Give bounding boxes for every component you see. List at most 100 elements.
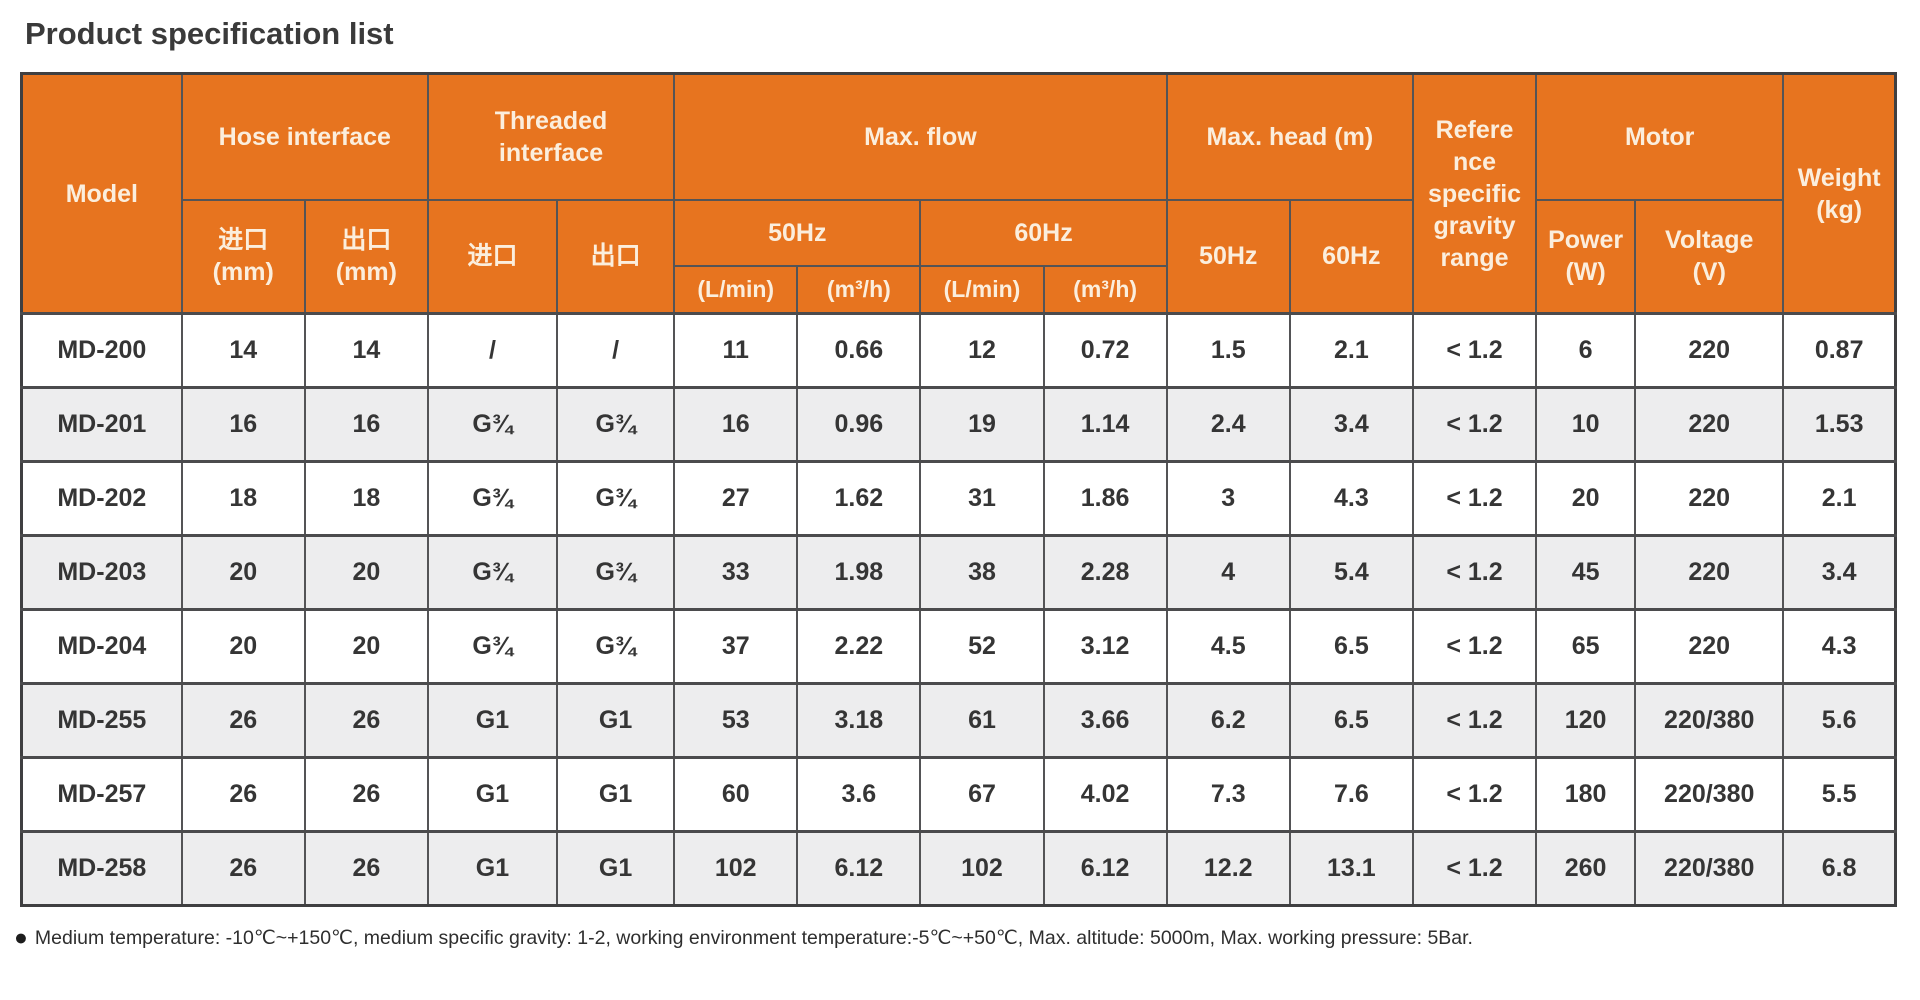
cell-gravity: < 1.2 (1411, 608, 1538, 685)
cell-model: MD-200 (20, 312, 183, 389)
cell-flow50-m3h: 1.98 (796, 534, 922, 611)
cell-head60: 3.4 (1288, 386, 1414, 463)
cell-flow50-lmin: 102 (673, 830, 799, 907)
cell-flow50-lmin: 37 (673, 608, 799, 685)
cell-head50: 7.3 (1165, 756, 1291, 833)
cell-thread-out: G1 (556, 682, 676, 759)
cell-thread-out: G1 (556, 756, 676, 833)
cell-model: MD-258 (20, 830, 183, 907)
cell-hose-in: 14 (180, 312, 306, 389)
cell-flow60-m3h: 2.28 (1042, 534, 1168, 611)
cell-gravity: < 1.2 (1411, 534, 1538, 611)
header-row-1: Model Hose interface Threaded interface … (20, 72, 1897, 315)
cell-head50: 12.2 (1165, 830, 1291, 907)
col-header-unit-lmin-60: (L/min) (919, 264, 1045, 315)
cell-flow50-m3h: 6.12 (796, 830, 922, 907)
cell-flow60-lmin: 67 (919, 756, 1045, 833)
table-row: MD-201 16 16 G¾ G¾ 16 0.96 19 1.14 2.4 3… (20, 386, 1897, 463)
cell-power: 6 (1535, 312, 1637, 389)
cell-head50: 6.2 (1165, 682, 1291, 759)
cell-voltage: 220 (1634, 460, 1785, 537)
cell-thread-out: / (556, 312, 676, 389)
footnote: ● Medium temperature: -10℃~+150℃, medium … (14, 924, 1904, 951)
table-row: MD-204 20 20 G¾ G¾ 37 2.22 52 3.12 4.5 6… (20, 608, 1897, 685)
col-header-unit-m3h-50: (m³/h) (796, 264, 922, 315)
cell-weight: 6.8 (1782, 830, 1897, 907)
cell-thread-in: G¾ (426, 460, 559, 537)
cell-flow60-m3h: 1.86 (1042, 460, 1168, 537)
cell-weight: 2.1 (1782, 460, 1897, 537)
cell-power: 20 (1535, 460, 1637, 537)
cell-power: 10 (1535, 386, 1637, 463)
col-header-max-head: Max. head (m) (1165, 72, 1414, 201)
cell-flow60-lmin: 61 (919, 682, 1045, 759)
cell-flow50-lmin: 11 (673, 312, 799, 389)
cell-flow60-m3h: 0.72 (1042, 312, 1168, 389)
cell-power: 65 (1535, 608, 1637, 685)
cell-flow60-m3h: 4.02 (1042, 756, 1168, 833)
cell-head60: 7.6 (1288, 756, 1414, 833)
cell-hose-out: 14 (303, 312, 429, 389)
cell-voltage: 220 (1634, 608, 1785, 685)
cell-hose-in: 18 (180, 460, 306, 537)
cell-hose-out: 20 (303, 608, 429, 685)
cell-power: 180 (1535, 756, 1637, 833)
cell-thread-out: G1 (556, 830, 676, 907)
cell-flow60-lmin: 38 (919, 534, 1045, 611)
cell-flow60-lmin: 52 (919, 608, 1045, 685)
cell-thread-out: G¾ (556, 460, 676, 537)
cell-flow60-m3h: 1.14 (1042, 386, 1168, 463)
cell-thread-in: G1 (426, 756, 559, 833)
cell-voltage: 220 (1634, 386, 1785, 463)
cell-thread-out: G¾ (556, 386, 676, 463)
cell-gravity: < 1.2 (1411, 830, 1538, 907)
cell-hose-in: 16 (180, 386, 306, 463)
cell-power: 260 (1535, 830, 1637, 907)
cell-flow60-lmin: 19 (919, 386, 1045, 463)
table-row: MD-255 26 26 G1 G1 53 3.18 61 3.66 6.2 6… (20, 682, 1897, 759)
col-header-hose-interface: Hose interface (180, 72, 429, 201)
cell-voltage: 220/380 (1634, 830, 1785, 907)
cell-weight: 5.6 (1782, 682, 1897, 759)
cell-voltage: 220 (1634, 534, 1785, 611)
cell-gravity: < 1.2 (1411, 460, 1538, 537)
cell-flow50-lmin: 16 (673, 386, 799, 463)
cell-model: MD-255 (20, 682, 183, 759)
col-header-voltage: Voltage (V) (1634, 198, 1785, 315)
cell-thread-in: / (426, 312, 559, 389)
cell-flow50-m3h: 3.18 (796, 682, 922, 759)
cell-weight: 5.5 (1782, 756, 1897, 833)
col-header-hose-outlet: 出口 (mm) (303, 198, 429, 315)
col-header-weight: Weight (kg) (1782, 72, 1897, 315)
col-header-unit-m3h-60: (m³/h) (1042, 264, 1168, 315)
cell-thread-in: G¾ (426, 534, 559, 611)
cell-flow50-m3h: 3.6 (796, 756, 922, 833)
cell-head60: 13.1 (1288, 830, 1414, 907)
col-header-flow-50hz: 50Hz (673, 198, 922, 267)
cell-model: MD-201 (20, 386, 183, 463)
cell-hose-out: 26 (303, 830, 429, 907)
cell-flow50-m3h: 1.62 (796, 460, 922, 537)
table-row: MD-257 26 26 G1 G1 60 3.6 67 4.02 7.3 7.… (20, 756, 1897, 833)
cell-flow50-m3h: 2.22 (796, 608, 922, 685)
cell-head50: 3 (1165, 460, 1291, 537)
cell-weight: 1.53 (1782, 386, 1897, 463)
cell-head60: 2.1 (1288, 312, 1414, 389)
col-header-thread-inlet: 进口 (426, 198, 559, 315)
col-header-head-60hz: 60Hz (1288, 198, 1414, 315)
cell-flow50-lmin: 27 (673, 460, 799, 537)
cell-hose-out: 26 (303, 682, 429, 759)
table-row: MD-258 26 26 G1 G1 102 6.12 102 6.12 12.… (20, 830, 1897, 907)
cell-thread-in: G1 (426, 682, 559, 759)
cell-flow50-m3h: 0.96 (796, 386, 922, 463)
cell-model: MD-203 (20, 534, 183, 611)
cell-hose-in: 26 (180, 682, 306, 759)
cell-head50: 4.5 (1165, 608, 1291, 685)
cell-gravity: < 1.2 (1411, 386, 1538, 463)
col-header-reference-gravity: Refere nce specific gravity range (1411, 72, 1538, 315)
cell-hose-out: 20 (303, 534, 429, 611)
cell-voltage: 220 (1634, 312, 1785, 389)
col-header-threaded-interface: Threaded interface (426, 72, 676, 201)
table-row: MD-202 18 18 G¾ G¾ 27 1.62 31 1.86 3 4.3… (20, 460, 1897, 537)
